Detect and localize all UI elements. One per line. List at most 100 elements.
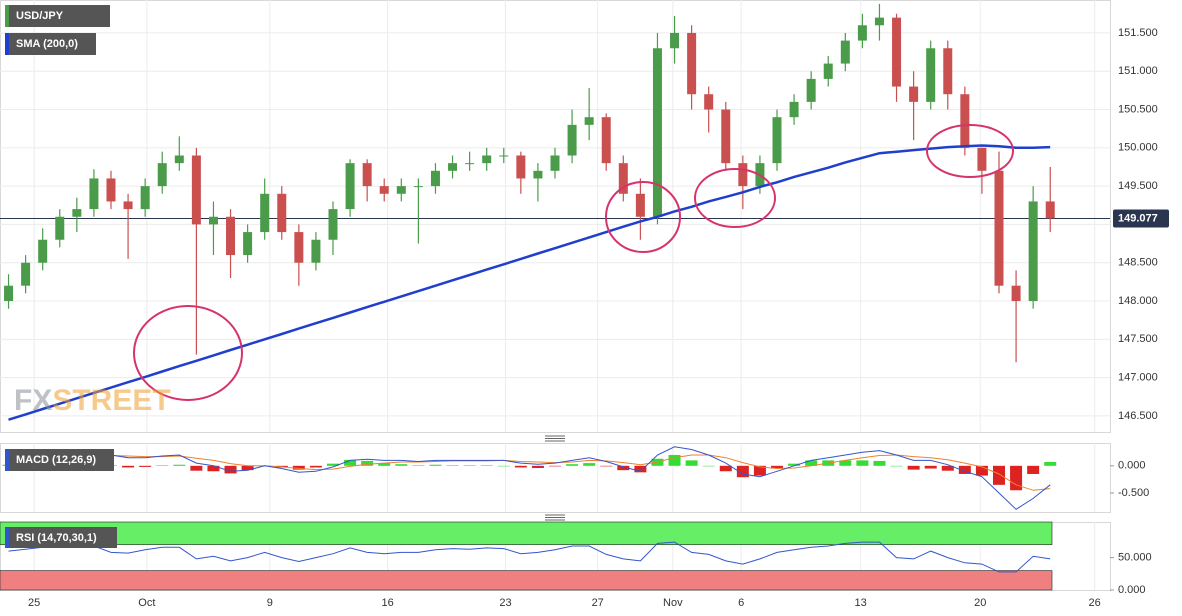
candle-body — [311, 239, 321, 263]
macd-histogram-bar — [156, 465, 169, 466]
panel-handle[interactable] — [545, 514, 565, 521]
x-tick-label: 6 — [738, 597, 744, 609]
macd-histogram-bar — [634, 465, 647, 473]
candle-body — [738, 163, 748, 187]
macd-histogram-bar — [753, 465, 766, 476]
candle-body — [533, 170, 543, 179]
y-tick-label: 0.000 — [1118, 460, 1146, 472]
legend-box[interactable] — [5, 33, 96, 55]
macd-histogram-bar — [139, 465, 152, 467]
macd-histogram-bar — [583, 463, 596, 466]
macd-histogram-bar — [173, 464, 186, 466]
candle-body — [38, 239, 48, 263]
candle-body — [892, 17, 902, 87]
candle-body — [823, 63, 833, 79]
macd-histogram-bar — [429, 464, 442, 466]
candle-body — [465, 163, 475, 165]
candle-body — [601, 117, 611, 164]
candle-body — [960, 94, 970, 148]
macd-histogram-bar — [309, 465, 322, 468]
macd-histogram-bar — [549, 465, 561, 467]
watermark-part: FX — [14, 384, 52, 417]
x-tick-label: 20 — [974, 597, 986, 609]
macd-histogram-bar — [890, 465, 903, 467]
macd-histogram-bar — [1044, 462, 1057, 466]
candle-body — [687, 32, 697, 95]
legend-box[interactable] — [5, 527, 117, 548]
candle-body — [618, 163, 628, 194]
candle-body — [857, 25, 867, 41]
candle-body — [123, 201, 133, 210]
x-tick-label: 13 — [855, 597, 867, 609]
candle-body — [567, 124, 577, 156]
legend-label: USD/JPY — [16, 10, 64, 22]
y-tick-label: 150.500 — [1118, 103, 1158, 115]
legend-label: MACD (12,26,9) — [16, 454, 96, 466]
macd-histogram-bar — [702, 465, 715, 467]
x-tick-label: 23 — [499, 597, 511, 609]
candle-body — [243, 232, 253, 256]
last-price-label: 149.077 — [1118, 212, 1158, 224]
legend-box[interactable] — [5, 5, 110, 27]
candle-body — [345, 163, 355, 210]
macd-histogram-bar — [805, 460, 818, 466]
macd-histogram-bar — [617, 465, 630, 471]
candle-body — [21, 262, 31, 286]
macd-line — [8, 446, 1051, 510]
candle-body — [379, 186, 389, 194]
candle-body — [926, 48, 936, 102]
candle-body — [874, 17, 884, 26]
candle-body — [840, 40, 850, 64]
candle-body — [977, 147, 987, 171]
candle-body — [1011, 285, 1021, 302]
panel-handle[interactable] — [545, 435, 565, 442]
x-tick-label: 26 — [1089, 597, 1101, 609]
legend-swatch — [5, 449, 9, 471]
macd-histogram-bar — [1010, 465, 1023, 491]
macd-histogram-bar — [207, 465, 220, 472]
panel-frame — [0, 0, 1111, 433]
candle-body — [106, 178, 116, 202]
watermark-part: STREET — [52, 384, 170, 417]
candle-body — [584, 117, 594, 125]
macd-histogram-bar — [839, 460, 852, 466]
candle-body — [943, 48, 953, 95]
candle-body — [789, 101, 799, 118]
macd-histogram-bar — [924, 465, 937, 469]
macd-histogram-bar — [788, 463, 801, 466]
macd-histogram-bar — [907, 465, 920, 470]
macd-histogram-bar — [993, 465, 1005, 485]
legend-swatch — [5, 5, 9, 27]
candle-body — [550, 155, 560, 171]
candle-body — [448, 163, 458, 171]
y-tick-label: 149.500 — [1118, 180, 1158, 192]
macd-histogram-bar — [736, 465, 749, 478]
candle-body — [704, 94, 714, 110]
macd-histogram-bar — [873, 460, 886, 466]
candle-body — [499, 155, 509, 157]
candle-body — [362, 163, 372, 187]
macd-histogram-bar — [241, 465, 254, 471]
candle-body — [328, 209, 338, 240]
macd-histogram-bar — [514, 465, 527, 468]
y-tick-label: 148.000 — [1118, 295, 1158, 307]
macd-histogram-bar — [463, 465, 476, 466]
macd-histogram-bar — [497, 465, 510, 467]
y-tick-label: 147.500 — [1118, 333, 1158, 345]
macd-histogram-bar — [190, 465, 203, 471]
watermark: FXSTREET — [14, 384, 171, 417]
candle-body — [482, 155, 492, 164]
sma-line — [8, 144, 1051, 421]
panel-frame — [0, 443, 1111, 513]
legend-box[interactable] — [5, 449, 114, 471]
annotation-circle — [605, 181, 681, 253]
candle-body — [772, 117, 782, 164]
macd-histogram-bar — [941, 465, 954, 471]
candle-body — [260, 193, 270, 233]
macd-histogram-bar — [958, 465, 971, 474]
x-tick-label: 16 — [382, 597, 394, 609]
legend-label: SMA (200,0) — [16, 38, 78, 50]
annotation-circle — [694, 168, 776, 228]
macd-histogram-bar — [344, 459, 357, 466]
